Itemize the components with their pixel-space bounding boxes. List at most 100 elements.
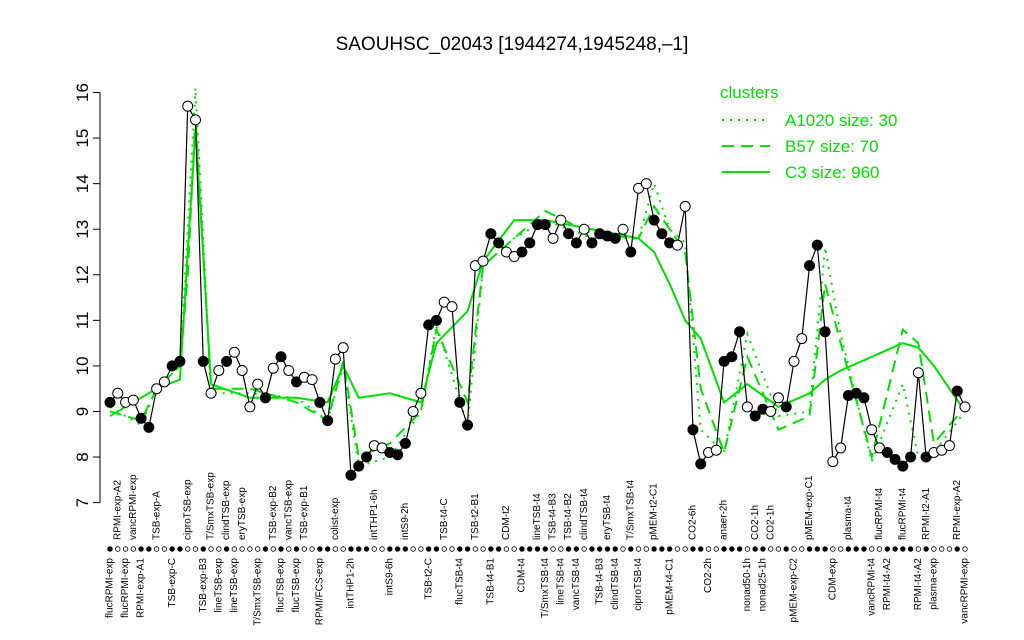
x-tick-label: CDM-t2 xyxy=(501,505,512,540)
x-tick-label: TSB-t4-B2 xyxy=(563,493,574,540)
x-tick-label: nonad50-1h xyxy=(742,558,753,611)
rug-dot xyxy=(752,546,758,552)
x-tick-label: lineTSB-t4 xyxy=(555,558,566,605)
rug-dot xyxy=(130,546,137,552)
rug-dot xyxy=(954,546,960,552)
data-point xyxy=(609,232,621,244)
x-tick-label: TSB-t4-B1 xyxy=(486,558,497,605)
legend-label: C3 size: 960 xyxy=(785,163,880,182)
data-point xyxy=(563,228,575,240)
rug-dot xyxy=(262,546,269,552)
data-point xyxy=(182,100,194,112)
rug-dot xyxy=(169,546,175,552)
data-point xyxy=(104,396,116,408)
x-tick-label: RPMI-t4-A2 xyxy=(913,558,924,611)
rug-dot xyxy=(511,546,517,552)
data-point xyxy=(749,410,761,422)
y-tick-label: 9 xyxy=(73,407,92,416)
x-tick-label: CO2-1h xyxy=(750,505,761,540)
data-point xyxy=(151,383,163,395)
rug-dot xyxy=(760,546,766,552)
rug-dot xyxy=(907,546,914,552)
rug-dot xyxy=(659,546,665,552)
rug-dot xyxy=(449,546,455,552)
rug-dot xyxy=(324,546,331,552)
rug-dot xyxy=(138,546,144,552)
data-point xyxy=(959,401,971,413)
x-tick-label: TSB-exp-A xyxy=(151,491,162,540)
x-tick-label: eryTSB-exp xyxy=(237,487,248,540)
x-tick-label: TSB-exp-B1 xyxy=(299,485,310,540)
x-tick-label: intS9-2h xyxy=(400,503,411,540)
data-point xyxy=(555,214,567,226)
rug-dot xyxy=(938,546,945,552)
x-tick-label: CO2-6h xyxy=(688,505,699,540)
rug-dot xyxy=(915,546,922,552)
rug-dot xyxy=(651,546,657,552)
data-point xyxy=(640,178,652,190)
rug-dot xyxy=(286,546,292,552)
data-point xyxy=(578,223,590,235)
x-tick-label: pMEM-exp-C2 xyxy=(789,558,800,623)
rug-dot xyxy=(216,546,222,552)
rug-dot xyxy=(394,546,401,552)
data-point xyxy=(236,364,248,376)
y-tick-label: 15 xyxy=(73,129,92,148)
rug-dot xyxy=(589,546,595,552)
x-tick-label: clindTSB-t4 xyxy=(610,558,621,610)
x-tick-label: TSB-t4-B3 xyxy=(594,558,605,605)
x-tick-label: ciproTSB-t4 xyxy=(633,558,644,611)
x-tick-label: TSB-exp-B2 xyxy=(268,485,279,540)
data-point xyxy=(314,396,326,408)
data-point xyxy=(275,351,287,363)
data-point xyxy=(213,364,225,376)
rug-dot xyxy=(892,546,898,552)
data-point xyxy=(306,374,318,386)
data-point xyxy=(671,239,683,251)
x-tick-label: clindTSB-t4 xyxy=(579,488,590,540)
rug-dot xyxy=(542,546,548,552)
rug-dot xyxy=(767,546,774,552)
x-tick-label: lineTSB-exp xyxy=(213,558,224,613)
rug-dot xyxy=(223,546,230,552)
rug-dot xyxy=(946,546,953,552)
rug-dot xyxy=(604,546,611,552)
x-tick-label: pMEM-t2-C1 xyxy=(649,483,660,540)
rug-dot xyxy=(550,546,556,552)
rug-dot xyxy=(791,546,797,552)
rug-dot xyxy=(962,546,968,552)
rug-dot xyxy=(581,546,587,552)
rug-dot xyxy=(208,546,214,552)
rug-dot xyxy=(845,546,852,552)
data-point xyxy=(912,367,924,379)
rug-dot xyxy=(814,546,821,552)
rug-dot xyxy=(534,546,541,552)
rug-dot xyxy=(596,546,603,552)
rug-dot xyxy=(643,546,650,552)
rug-dot xyxy=(363,546,370,552)
data-point xyxy=(267,362,279,374)
x-tick-label: intS9-6h xyxy=(384,558,395,595)
rug-dot xyxy=(146,546,152,552)
rug-dot xyxy=(402,546,409,552)
x-tick-label: flucRPMI-exp xyxy=(120,558,131,618)
rug-dot xyxy=(348,546,354,552)
rug-dot xyxy=(736,546,743,552)
rug-dot xyxy=(884,546,890,552)
rug-dot xyxy=(931,546,937,552)
rug-dot xyxy=(457,546,463,552)
rug-dot xyxy=(744,546,751,552)
rug-dot xyxy=(705,546,712,552)
data-point xyxy=(127,394,139,406)
data-point xyxy=(446,301,458,313)
rug-dot xyxy=(635,546,642,552)
data-point xyxy=(951,385,963,397)
rug-dot xyxy=(861,546,867,552)
x-tick-label: anaer-2h xyxy=(719,500,730,540)
x-tick-label: CO2-2h xyxy=(703,558,714,593)
data-point xyxy=(811,239,823,251)
rug-dot xyxy=(682,546,688,552)
y-tick-label: 10 xyxy=(73,356,92,375)
rug-dot xyxy=(799,546,805,552)
